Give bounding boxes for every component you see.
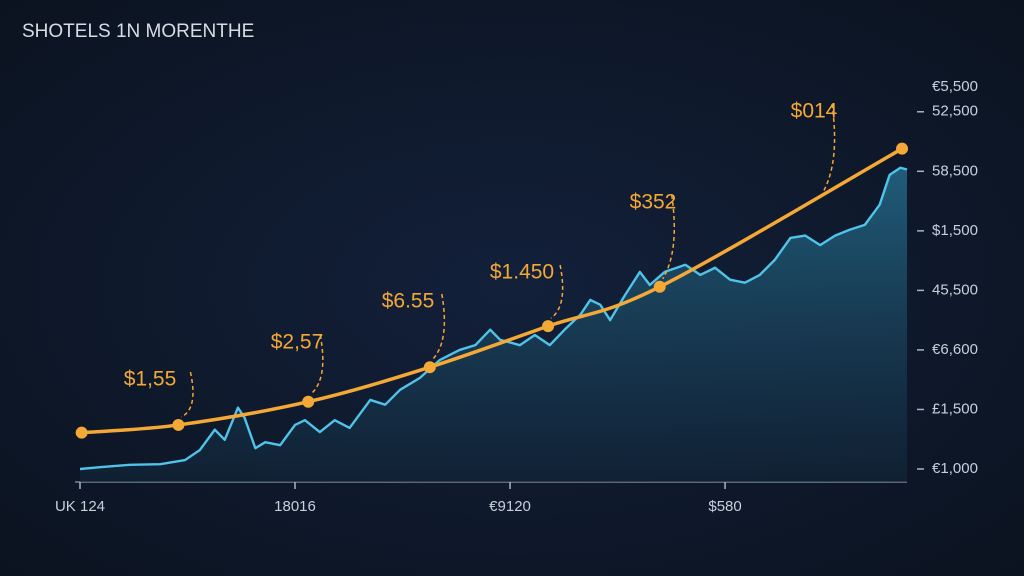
x-tick-label: 18016 [274,498,316,515]
annotation: $1,55 [124,368,177,391]
y-tick-label: €6,600 [932,341,978,358]
point [423,361,436,374]
leader [822,103,836,193]
area [80,167,907,482]
y-tick-label: $1,500 [932,222,978,239]
leader [662,194,676,280]
chart-title: SHOTELS 1N MORENTHE [22,21,254,42]
y-tick-label: €1,000 [932,460,978,477]
leader [432,293,446,360]
annotation: $6.55 [382,290,435,313]
annotation: $1.450 [490,261,554,284]
point [542,320,555,333]
x-tick-label: $580 [708,498,741,515]
point [172,418,185,431]
leader [310,334,324,395]
y-tick-label: £1,500 [932,400,978,417]
y-tick-label: 45,500 [932,281,978,298]
series-line [79,166,908,471]
point [653,280,666,293]
x-tick-label: UK 124 [55,498,105,515]
y-tick-label: 58,500 [932,162,978,179]
point [302,395,315,408]
y-tick-label: 52,500 [932,103,978,120]
point [75,426,88,439]
y-axis-label: €5,500 [932,78,978,95]
annotation: $2,57 [271,331,324,354]
annotation: $014 [791,100,838,123]
annotation: $352 [630,191,677,214]
leader [550,264,564,319]
series-line [79,146,904,435]
leader [181,371,194,418]
point [896,142,909,155]
x-tick-label: €9120 [489,498,531,515]
